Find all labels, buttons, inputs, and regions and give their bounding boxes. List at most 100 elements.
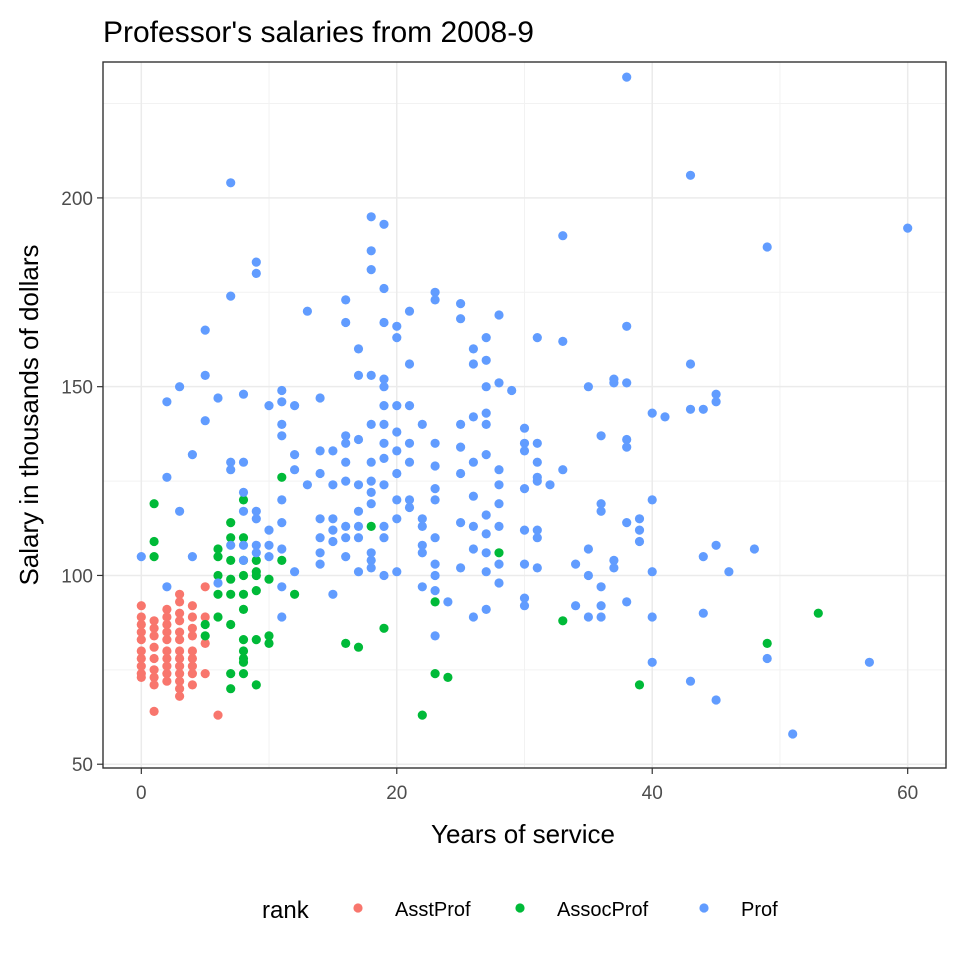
data-point — [238, 589, 249, 599]
data-point — [149, 536, 159, 547]
data-point — [404, 306, 415, 316]
data-point — [609, 555, 619, 566]
data-point — [290, 589, 300, 599]
data-point — [430, 484, 440, 494]
x-tick-label: 40 — [642, 783, 663, 804]
data-point — [341, 533, 351, 543]
data-point — [903, 223, 913, 233]
data-point — [162, 612, 172, 622]
data-point — [200, 612, 210, 622]
data-point — [264, 631, 274, 641]
data-point — [392, 427, 402, 437]
data-point — [788, 729, 798, 739]
data-point — [622, 378, 632, 388]
data-point — [328, 480, 338, 490]
data-point — [162, 646, 172, 656]
data-point — [290, 450, 300, 460]
data-point — [277, 544, 287, 554]
data-point — [711, 695, 721, 705]
data-point — [187, 631, 197, 641]
data-point — [711, 389, 721, 399]
data-point — [238, 604, 249, 615]
data-point — [379, 283, 389, 294]
data-point — [200, 370, 210, 380]
data-point — [596, 431, 606, 441]
data-point — [226, 684, 236, 694]
data-point — [162, 619, 172, 630]
data-point — [238, 669, 249, 679]
data-point — [494, 310, 504, 320]
data-point — [468, 612, 478, 622]
data-point — [277, 518, 287, 528]
data-point — [468, 344, 478, 354]
data-point — [149, 680, 159, 690]
data-point — [494, 465, 504, 475]
data-point — [187, 653, 197, 664]
data-point — [622, 518, 632, 528]
data-point — [430, 597, 440, 607]
data-point — [519, 601, 530, 611]
data-point — [494, 521, 504, 532]
data-point — [213, 589, 223, 599]
legend-label: Prof — [741, 899, 778, 921]
data-point — [430, 586, 440, 596]
legend: rank AsstProf AssocProf Prof — [262, 897, 778, 924]
data-point — [290, 465, 300, 475]
data-point — [468, 457, 478, 467]
data-point — [200, 669, 210, 679]
data-point — [226, 540, 236, 550]
data-point — [379, 570, 389, 581]
data-point — [622, 442, 632, 452]
data-point — [494, 378, 504, 388]
data-point — [468, 359, 478, 369]
data-point — [583, 544, 594, 554]
data-point — [430, 533, 440, 543]
data-point — [187, 661, 197, 671]
data-point — [583, 612, 594, 622]
data-point — [519, 423, 530, 433]
data-point — [532, 563, 542, 573]
data-point — [430, 631, 440, 641]
x-tick-label: 60 — [897, 783, 918, 804]
data-point — [149, 623, 159, 633]
data-point — [277, 612, 287, 622]
data-point — [341, 431, 351, 441]
data-point — [353, 506, 364, 516]
data-point — [379, 480, 389, 490]
data-point — [328, 525, 338, 535]
y-tick-label: 50 — [72, 755, 93, 776]
data-point — [136, 646, 146, 656]
data-point — [175, 661, 185, 671]
data-point — [277, 385, 287, 396]
data-point — [634, 514, 645, 524]
data-point — [277, 555, 287, 566]
grid-minor — [103, 62, 946, 768]
data-point — [366, 476, 376, 486]
data-point — [187, 450, 197, 460]
data-point — [290, 567, 300, 577]
data-point — [724, 567, 734, 577]
data-point — [277, 397, 287, 407]
data-point — [238, 533, 249, 543]
data-point — [136, 653, 146, 664]
data-point — [277, 495, 287, 505]
data-point — [519, 559, 530, 569]
data-point — [238, 540, 249, 550]
data-point — [379, 401, 389, 411]
data-point — [596, 612, 606, 622]
data-point — [456, 468, 466, 479]
legend-swatch — [515, 903, 525, 913]
data-point — [328, 536, 338, 547]
data-point — [187, 612, 197, 622]
data-point — [162, 669, 172, 679]
data-point — [149, 552, 159, 562]
data-point — [430, 438, 440, 448]
data-point — [647, 612, 657, 622]
data-point — [532, 525, 542, 535]
data-point — [622, 321, 632, 331]
data-point — [175, 676, 185, 686]
data-point — [315, 446, 325, 456]
grid-major — [103, 62, 946, 768]
data-point — [366, 548, 376, 558]
